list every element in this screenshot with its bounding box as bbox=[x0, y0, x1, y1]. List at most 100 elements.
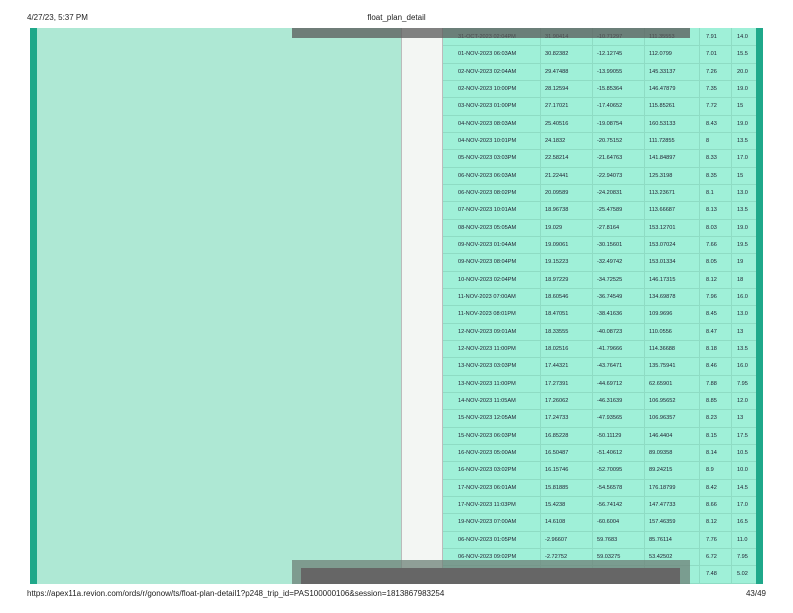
table-cell: 15 bbox=[737, 103, 744, 110]
table-cell: 15 bbox=[737, 172, 744, 179]
table-cell: -17.40652 bbox=[597, 103, 623, 110]
table-cell: 114.36688 bbox=[649, 345, 676, 352]
table-cell: 8.05 bbox=[706, 259, 717, 266]
scroll-strip[interactable] bbox=[401, 28, 443, 584]
table-cell: 8.45 bbox=[706, 311, 717, 318]
table-cell: 160.53133 bbox=[649, 120, 676, 127]
table-cell: 19-NOV-2023 07:00AM bbox=[458, 519, 517, 526]
table-cell: 08-NOV-2023 05:05AM bbox=[458, 224, 517, 231]
table-cell: -41.79666 bbox=[597, 345, 623, 352]
table-cell: 18.47051 bbox=[545, 311, 569, 318]
table-cell: -46.31639 bbox=[597, 397, 623, 404]
table-row: 16-NOV-2023 03:02PM 16.15746 -52.70095 89.2… bbox=[443, 461, 756, 480]
table-row: 11-NOV-2023 08:01PM 18.47051 -38.41636 109.… bbox=[443, 305, 756, 324]
table-cell: -20.75152 bbox=[597, 137, 623, 144]
table-cell: 8.12 bbox=[706, 276, 717, 283]
table-cell: 7.66 bbox=[706, 241, 717, 248]
table-cell: 20.09589 bbox=[545, 189, 569, 196]
table-cell: 13 bbox=[737, 415, 744, 422]
table-cell: 18.96738 bbox=[545, 207, 569, 214]
table-cell: 135.75941 bbox=[649, 363, 676, 370]
table-cell: 134.69878 bbox=[649, 293, 676, 300]
table-cell: 15.81885 bbox=[545, 484, 569, 491]
table-cell: 7.76 bbox=[706, 536, 717, 543]
table-row: 09-NOV-2023 08:04PM 19.15223 -32.49742 153.… bbox=[443, 253, 756, 272]
table-cell: 17.0 bbox=[737, 155, 748, 162]
table-row: 06-NOV-2023 06:03AM 21.22441 -22.94073 125.… bbox=[443, 167, 756, 185]
table-row: 08-NOV-2023 05:05AM 19.029 -27.8164 153.127… bbox=[443, 219, 756, 237]
table-cell: -2.96607 bbox=[545, 536, 568, 543]
table-cell: 28.12594 bbox=[545, 85, 569, 92]
table-row: 03-NOV-2023 01:00PM 27.17021 -17.40652 115.… bbox=[443, 97, 756, 116]
table-cell: 13.5 bbox=[737, 345, 748, 352]
table-cell: 14.5 bbox=[737, 484, 748, 491]
table-cell: 8.14 bbox=[706, 449, 717, 456]
table-row: 13-NOV-2023 03:03PM 17.44321 -43.76471 135.… bbox=[443, 357, 756, 376]
table-cell: 16.5 bbox=[737, 519, 748, 526]
table-cell: -24.20831 bbox=[597, 189, 623, 196]
table-cell: 18.97229 bbox=[545, 276, 569, 283]
table-cell: 7.88 bbox=[706, 380, 717, 387]
table-row: 02-NOV-2023 02:04AM 29.47488 -13.99055 145.… bbox=[443, 63, 756, 81]
table-cell: 106.95652 bbox=[649, 397, 676, 404]
table-cell: 17.44321 bbox=[545, 363, 569, 370]
table-cell: -54.56578 bbox=[597, 484, 623, 491]
table-cell: 16.0 bbox=[737, 293, 748, 300]
table-cell: -30.15601 bbox=[597, 241, 623, 248]
table-cell: 09-NOV-2023 01:04AM bbox=[458, 241, 517, 248]
table-cell: 19.0 bbox=[737, 85, 748, 92]
table-cell: 11-NOV-2023 07:00AM bbox=[458, 293, 516, 300]
table-cell: 18 bbox=[737, 276, 744, 283]
table-cell: 153.12701 bbox=[649, 224, 676, 231]
table-cell: -15.85364 bbox=[597, 85, 623, 92]
float-plan-table: 31-OCT-2023 02:04PM31.90414-10.71297111.… bbox=[443, 28, 756, 584]
table-cell: 13.0 bbox=[737, 189, 748, 196]
table-cell: 19.09061 bbox=[545, 241, 569, 248]
table-cell: 17.0 bbox=[737, 501, 748, 508]
table-cell: 6.72 bbox=[706, 553, 717, 560]
table-cell: -47.93565 bbox=[597, 415, 623, 422]
table-cell: -27.8164 bbox=[597, 224, 620, 231]
print-datetime: 4/27/23, 5:37 PM bbox=[27, 13, 88, 22]
table-cell: 113.66687 bbox=[649, 207, 676, 214]
table-cell: 8.23 bbox=[706, 415, 717, 422]
table-cell: 16-NOV-2023 03:02PM bbox=[458, 467, 517, 474]
table-cell: 16-NOV-2023 05:00AM bbox=[458, 449, 517, 456]
table-cell: 19.15223 bbox=[545, 259, 569, 266]
table-cell: 18.02516 bbox=[545, 345, 569, 352]
table-cell: 17.26062 bbox=[545, 397, 569, 404]
table-row: 17-NOV-2023 06:01AM 15.81885 -54.56578 176.… bbox=[443, 479, 756, 497]
table-row: 19-NOV-2023 07:00AM 14.6108 -60.6004 157.46… bbox=[443, 513, 756, 532]
table-row: 09-NOV-2023 01:04AM 19.09061 -30.15601 153.… bbox=[443, 236, 756, 255]
table-cell: 06-NOV-2023 01:05PM bbox=[458, 536, 517, 543]
table-cell: 141.84897 bbox=[649, 155, 676, 162]
table-cell: 8.1 bbox=[706, 189, 714, 196]
table-cell: 53.42502 bbox=[649, 553, 673, 560]
table-cell: -2.72752 bbox=[545, 553, 568, 560]
table-row: 02-NOV-2023 10:00PM 28.12594 -15.85364 146.… bbox=[443, 80, 756, 99]
table-cell: 7.95 bbox=[737, 553, 748, 560]
table-cell: 14.6108 bbox=[545, 519, 566, 526]
table-cell: 07-NOV-2023 10:01AM bbox=[458, 207, 517, 214]
table-cell: 7.96 bbox=[706, 293, 717, 300]
table-cell: 8.03 bbox=[706, 224, 717, 231]
table-cell: 30.82382 bbox=[545, 51, 569, 58]
table-cell: 15-NOV-2023 06:03PM bbox=[458, 432, 517, 439]
table-row: 05-NOV-2023 03:03PM 22.58214 -21.64763 141.… bbox=[443, 149, 756, 168]
table-cell: 12-NOV-2023 09:01AM bbox=[458, 328, 517, 335]
table-cell: 176.18799 bbox=[649, 484, 676, 491]
table-cell: 13 bbox=[737, 328, 744, 335]
table-cell: -44.69712 bbox=[597, 380, 623, 387]
table-cell: 16.0 bbox=[737, 363, 748, 370]
table-cell: 8.12 bbox=[706, 519, 717, 526]
table-cell: 8.9 bbox=[706, 467, 714, 474]
table-cell: 18.33555 bbox=[545, 328, 569, 335]
table-cell: 02-NOV-2023 10:00PM bbox=[458, 85, 517, 92]
table-cell: 25.40516 bbox=[545, 120, 569, 127]
table-cell: 10.5 bbox=[737, 449, 748, 456]
table-cell: -51.40612 bbox=[597, 449, 623, 456]
bottom-overlay-inner bbox=[301, 568, 680, 584]
table-row: 12-NOV-2023 09:01AM 18.33555 -40.08723 110.… bbox=[443, 323, 756, 341]
table-cell: 8.15 bbox=[706, 432, 717, 439]
table-row: 04-NOV-2023 10:01PM 24.1832 -20.75152 111.7… bbox=[443, 132, 756, 151]
